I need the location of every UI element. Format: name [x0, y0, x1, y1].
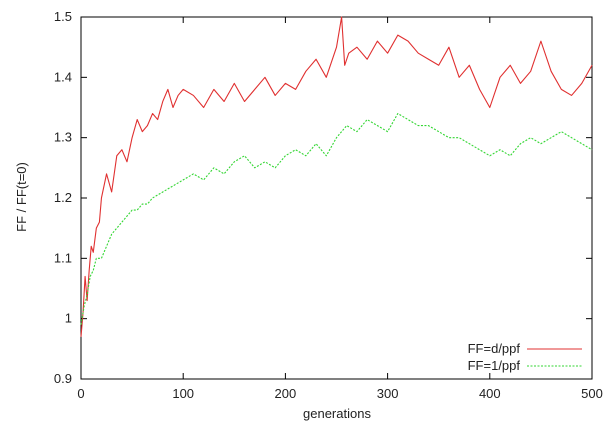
legend-label-1-ppf: FF=1/ppf [468, 358, 521, 373]
x-tick-label: 100 [172, 386, 194, 401]
plot-frame [80, 16, 593, 380]
x-tick-label: 500 [581, 386, 603, 401]
y-tick-label: 1.5 [54, 9, 72, 24]
y-axis: 0.9 1 1.1 1.2 1.3 1.4 1.5 [54, 9, 592, 386]
x-tick-label: 300 [377, 386, 399, 401]
plot-border [80, 16, 593, 380]
y-tick-label: 1 [65, 311, 72, 326]
y-tick-label: 1.1 [54, 250, 72, 265]
series-layer [80, 16, 593, 337]
y-tick-label: 1.3 [54, 130, 72, 145]
x-tick-label: 200 [275, 386, 297, 401]
y-tick-label: 1.4 [54, 69, 72, 84]
x-tick-label: 0 [77, 386, 84, 401]
x-axis: 0 100 200 300 400 500 [77, 17, 603, 401]
y-tick-label: 0.9 [54, 371, 72, 386]
legend-label-d-ppf: FF=d/ppf [468, 341, 521, 356]
series-line-ff-d-ppf [80, 16, 593, 337]
y-tick-label: 1.2 [54, 190, 72, 205]
x-tick-label: 400 [479, 386, 501, 401]
legend: FF=d/ppf FF=1/ppf [468, 341, 582, 373]
y-axis-title: FF / FF(t=0) [14, 162, 29, 232]
x-axis-title: generations [303, 406, 371, 421]
series-line-ff-1-ppf [80, 112, 593, 325]
